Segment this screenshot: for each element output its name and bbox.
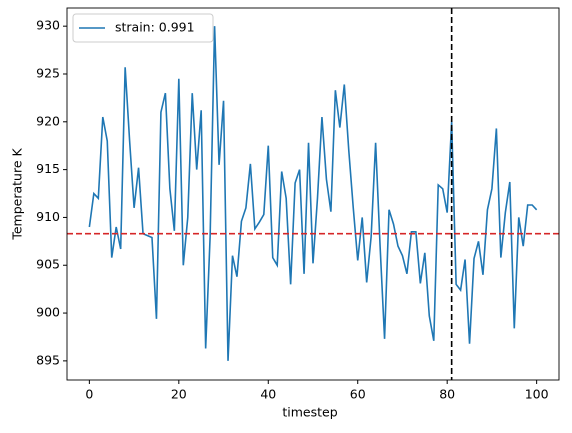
x-axis-label: timestep (282, 405, 337, 420)
x-tick-label: 0 (85, 387, 93, 402)
x-tick-label: 80 (439, 387, 455, 402)
data-line (88, 26, 538, 361)
y-axis-label: Temperature K (10, 148, 25, 241)
y-tick-label: 900 (36, 305, 60, 320)
y-tick-label: 895 (36, 352, 60, 367)
y-tick-label: 920 (36, 113, 60, 128)
x-tick-label: 20 (171, 387, 187, 402)
legend-box (72, 13, 214, 43)
y-tick-label: 925 (36, 65, 60, 80)
plot-frame (66, 7, 560, 381)
y-tick-label: 910 (36, 209, 60, 224)
x-tick-label: 60 (350, 387, 366, 402)
y-tick-label: 915 (36, 161, 60, 176)
y-tick-label: 930 (36, 18, 60, 33)
y-tick-label: 905 (36, 257, 60, 272)
x-tick-label: 40 (260, 387, 276, 402)
legend-label: strain: 0.991 (115, 20, 195, 35)
x-tick-label: 100 (525, 387, 549, 402)
